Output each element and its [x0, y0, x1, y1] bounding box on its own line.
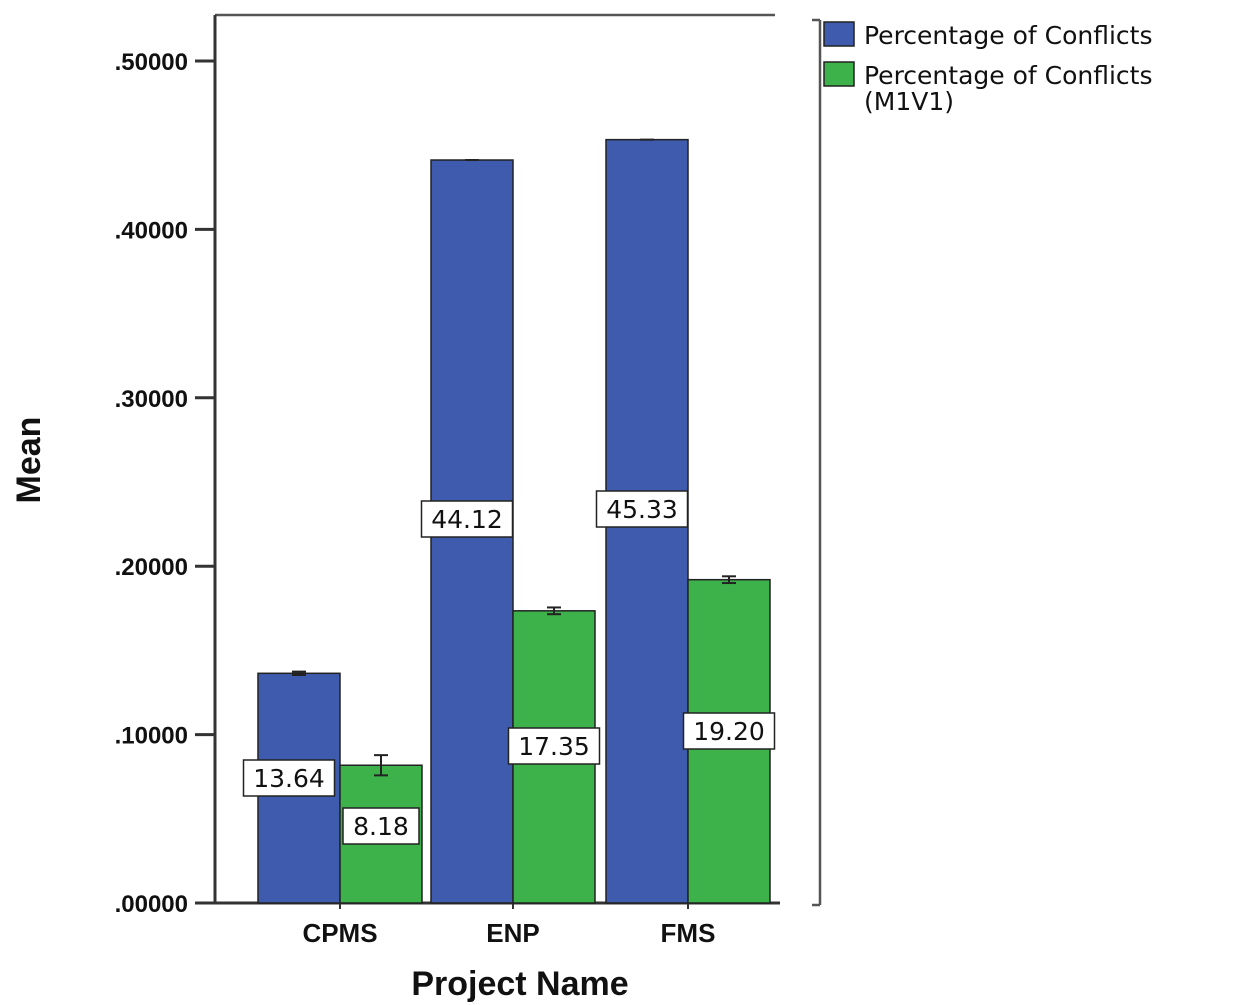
y-tick-label: .50000: [115, 49, 188, 76]
y-tick-label: .40000: [115, 217, 188, 244]
legend-label: Percentage of Conflicts: [864, 21, 1153, 50]
data-label: 17.35: [518, 732, 590, 761]
data-label: 8.18: [353, 812, 409, 841]
data-label-box: [595, 490, 689, 528]
y-tick-label: .20000: [115, 554, 188, 581]
data-label: 13.64: [253, 764, 325, 793]
legend-swatch: [823, 21, 855, 47]
data-labels: 13.64 8.18 44.12 17.35 45.33 19.20: [242, 490, 776, 845]
x-tick-label: FMS: [661, 918, 716, 948]
y-tick-label: .10000: [115, 723, 188, 750]
y-tick-label: .00000: [115, 891, 188, 918]
x-tick-label: CPMS: [302, 918, 377, 948]
y-tick-label: .30000: [115, 386, 188, 413]
data-label-box: [420, 500, 514, 538]
legend-label: Percentage of Conflicts: [864, 61, 1153, 90]
axes: .00000 .10000 .20000 .30000 .40000 .50000 CPMS…: [115, 13, 822, 948]
legend: Percentage of Conflicts Percentage of Con…: [823, 21, 1153, 116]
data-label: 44.12: [431, 505, 503, 534]
y-axis-title: Mean: [10, 417, 48, 504]
data-label: 45.33: [606, 495, 678, 524]
legend-swatch: [823, 61, 855, 87]
data-label-box: [507, 727, 601, 765]
x-tick-label: ENP: [486, 918, 539, 948]
data-label-box: [342, 807, 420, 845]
data-label-box: [682, 712, 776, 750]
data-label-box: [242, 759, 336, 797]
x-axis-title: Project Name: [411, 965, 628, 1003]
legend-label: (M1V1): [864, 87, 954, 116]
data-label: 19.20: [693, 717, 765, 746]
